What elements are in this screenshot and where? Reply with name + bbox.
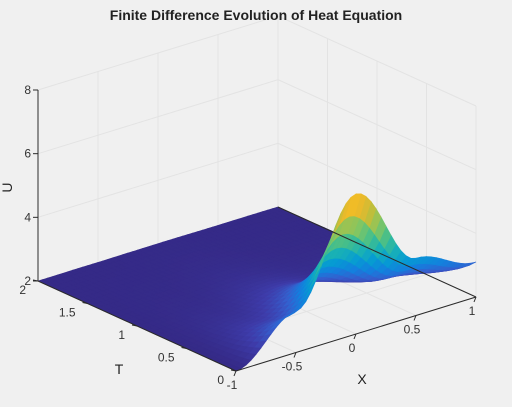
z-tick-label: 2 <box>24 274 31 288</box>
z-gridline <box>37 79 477 171</box>
x-tick-label: -1 <box>227 378 238 392</box>
x-tick-label: 0 <box>349 341 356 355</box>
t-tick <box>131 324 138 327</box>
x-tick <box>353 333 357 340</box>
x-tick-label: 1 <box>469 304 476 318</box>
t-tick <box>181 347 187 349</box>
surface-layer <box>37 193 477 372</box>
x-tick <box>413 315 417 321</box>
z-tick-label: 8 <box>24 83 31 97</box>
chart-title: Finite Difference Evolution of Heat Equa… <box>110 7 402 23</box>
t-tick-label: 0.5 <box>158 351 175 365</box>
x-tick <box>293 352 297 358</box>
z-gridline <box>37 15 477 107</box>
x-tick <box>233 370 237 377</box>
t-tick-label: 1.5 <box>59 306 76 320</box>
tick-layer: -1 -0.5 0 0.5 1 0 0.5 1 1.5 22 4 6 8 <box>19 83 477 392</box>
t-tick-label: 0 <box>217 373 224 387</box>
t-tick-label: 2 <box>19 283 26 297</box>
x-tick-label: 0.5 <box>404 323 421 337</box>
t-tick <box>82 302 88 304</box>
z-tick-label: 4 <box>24 210 31 224</box>
t-tick-label: 1 <box>118 328 125 342</box>
z-axis-label: U <box>0 182 15 192</box>
x-tick-label: -0.5 <box>282 360 303 374</box>
x-axis-label: X <box>357 371 367 387</box>
t-tick <box>230 369 237 372</box>
y-axis-label: T <box>115 361 124 377</box>
z-tick-label: 6 <box>24 147 31 161</box>
x-tick <box>473 296 477 303</box>
axis-line <box>277 206 477 298</box>
